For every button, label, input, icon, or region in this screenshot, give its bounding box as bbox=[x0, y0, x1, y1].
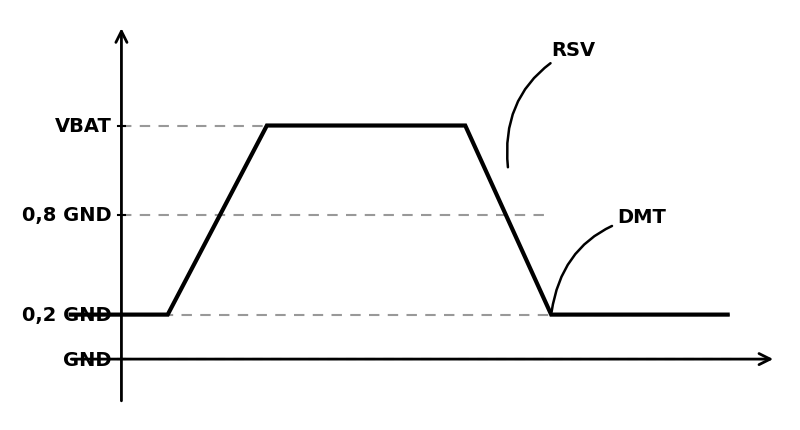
Text: DMT: DMT bbox=[551, 207, 666, 312]
Text: GND: GND bbox=[63, 350, 111, 369]
Text: RSV: RSV bbox=[507, 41, 595, 168]
Text: VBAT: VBAT bbox=[54, 117, 111, 136]
Text: 0,2 GND: 0,2 GND bbox=[22, 305, 111, 324]
Text: 0,8 GND: 0,8 GND bbox=[22, 206, 111, 224]
